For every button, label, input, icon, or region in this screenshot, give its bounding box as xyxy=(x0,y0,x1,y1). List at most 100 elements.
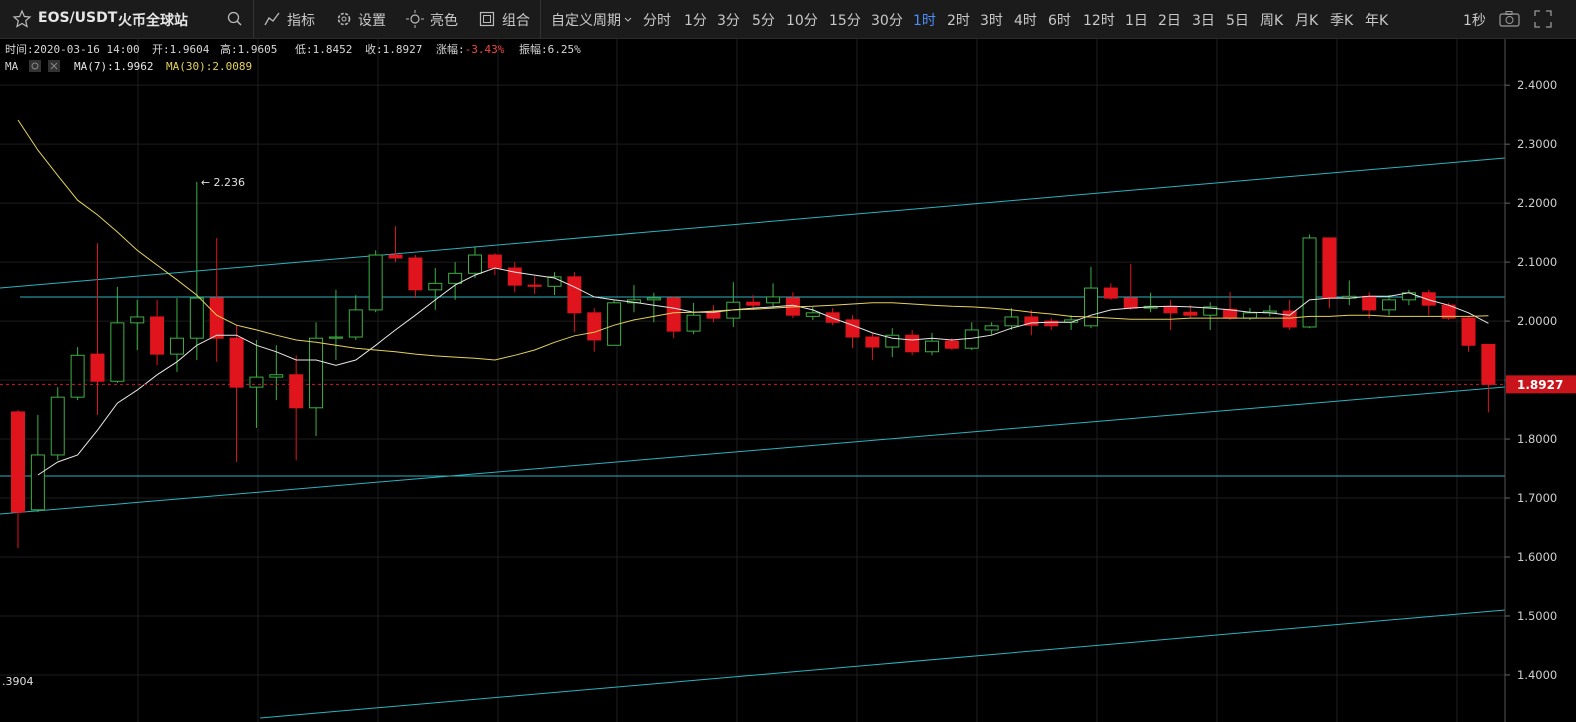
grid xyxy=(0,38,1505,722)
info-value: 2020-03-16 14:00 xyxy=(33,43,140,56)
tool[interactable]: 亮色 xyxy=(430,13,458,29)
y-tick-label: 2.3000 xyxy=(1517,137,1557,151)
period[interactable]: 2时 xyxy=(947,13,970,29)
candle-body xyxy=(1203,306,1218,316)
candle-body xyxy=(209,297,224,339)
info-label: 收: xyxy=(365,43,383,56)
candle-body xyxy=(686,314,701,332)
layout-icon[interactable] xyxy=(479,11,495,27)
tool[interactable]: 指标 xyxy=(287,13,315,29)
candle-body xyxy=(269,374,284,378)
period[interactable]: 15分 xyxy=(829,13,861,29)
tool[interactable]: 组合 xyxy=(502,13,530,29)
period[interactable]: 2日 xyxy=(1158,13,1181,29)
period[interactable]: 6时 xyxy=(1048,13,1071,29)
candle-body xyxy=(587,312,602,341)
period[interactable]: 5分 xyxy=(752,13,775,29)
y-tick-label: 1.5000 xyxy=(1517,609,1557,623)
trend-line xyxy=(0,386,1506,515)
info-label: 时间: xyxy=(5,43,34,56)
search-icon[interactable] xyxy=(226,10,244,28)
y-tick-label: 1.7000 xyxy=(1517,491,1557,505)
favorite-icon[interactable] xyxy=(12,9,32,29)
dropdown-icon[interactable] xyxy=(624,16,632,24)
info-label: 振幅: xyxy=(519,43,548,56)
period[interactable]: 年K xyxy=(1365,13,1389,29)
period[interactable]: 3时 xyxy=(980,13,1003,29)
info-value: 6.25% xyxy=(547,43,581,56)
period[interactable]: 4时 xyxy=(1014,13,1037,29)
period[interactable]: 周K xyxy=(1260,13,1284,29)
period[interactable]: 12时 xyxy=(1083,13,1115,29)
candle-body xyxy=(925,340,940,353)
candle-body xyxy=(348,309,363,338)
candle-body xyxy=(944,340,959,349)
y-tick-label: 1.6000 xyxy=(1517,550,1557,564)
info-label: 低: xyxy=(295,43,313,56)
candle-body xyxy=(1481,343,1496,385)
y-tick-label: 2.1000 xyxy=(1517,255,1557,269)
candle-body xyxy=(845,319,860,338)
candle-body xyxy=(1004,316,1019,327)
info-item: 收:1.8927 xyxy=(365,41,422,57)
info-item: 振幅:6.25% xyxy=(519,41,581,57)
y-tick-label: 2.4000 xyxy=(1517,78,1557,92)
info-value: -3.43% xyxy=(464,43,505,56)
refresh-rate[interactable]: 1秒 xyxy=(1463,13,1486,29)
info-value: 1.8927 xyxy=(382,43,423,56)
exchange[interactable]: 火币全球站 xyxy=(118,13,188,29)
info-value: 1.8452 xyxy=(312,43,353,56)
period[interactable]: 3日 xyxy=(1192,13,1215,29)
period[interactable]: 月K xyxy=(1295,13,1319,29)
candle-body xyxy=(487,254,502,269)
candle-body xyxy=(1302,237,1317,328)
ma-line xyxy=(37,267,1489,476)
screenshot-icon[interactable] xyxy=(1499,10,1521,28)
period-active[interactable]: 1时 xyxy=(913,13,936,29)
toolbar: EOS/USDT 火币全球站 自定义周期 1秒 指标 设置 亮色 组合 分时 1分 3分 5分… xyxy=(0,0,1576,39)
period[interactable]: 季K xyxy=(1330,13,1354,29)
candle-body xyxy=(289,374,304,409)
indicator-icon[interactable] xyxy=(264,11,280,27)
custom-period[interactable]: 自定义周期 xyxy=(551,13,621,29)
period[interactable]: 1分 xyxy=(684,13,707,29)
candle-body xyxy=(388,254,403,259)
separator xyxy=(253,0,254,38)
info-item: 低:1.8452 xyxy=(295,41,352,57)
tool[interactable]: 设置 xyxy=(358,13,386,29)
settings-icon[interactable] xyxy=(336,11,352,27)
candle-body xyxy=(646,297,661,301)
candle-body xyxy=(1461,317,1476,346)
candle-body xyxy=(1044,320,1059,327)
candle-body xyxy=(905,334,920,353)
y-tick-label: 1.4000 xyxy=(1517,668,1557,682)
candle-body xyxy=(1083,287,1098,327)
info-item: 时间:2020-03-16 14:00 xyxy=(5,41,140,57)
candle-body xyxy=(169,337,184,355)
candle-body xyxy=(309,337,324,409)
period[interactable]: 3分 xyxy=(717,13,740,29)
candle-body xyxy=(249,376,264,388)
legend-entry: MA(7):1.9962 xyxy=(74,60,154,73)
period[interactable]: 5日 xyxy=(1226,13,1249,29)
period[interactable]: 1日 xyxy=(1125,13,1148,29)
candle-body xyxy=(567,276,582,314)
symbol[interactable]: EOS/USDT xyxy=(38,10,118,26)
period[interactable]: 10分 xyxy=(786,13,818,29)
candle-body xyxy=(130,316,145,324)
period[interactable]: 分时 xyxy=(643,13,671,29)
candle-body xyxy=(50,396,65,456)
candle-body xyxy=(1163,305,1178,314)
theme-icon[interactable] xyxy=(406,10,424,28)
indicator-name: MA xyxy=(5,60,19,73)
candle-body xyxy=(428,282,443,291)
candle-body xyxy=(1123,297,1138,309)
period[interactable]: 30分 xyxy=(871,13,903,29)
y-tick-label: 2.0000 xyxy=(1517,314,1557,328)
candle-body xyxy=(1362,295,1377,311)
high-annotation: ← 2.236 xyxy=(201,176,245,189)
indicator-controls[interactable] xyxy=(28,59,68,73)
fullscreen-icon[interactable] xyxy=(1534,10,1552,28)
legend-entry: MA(30):2.0089 xyxy=(166,60,253,73)
